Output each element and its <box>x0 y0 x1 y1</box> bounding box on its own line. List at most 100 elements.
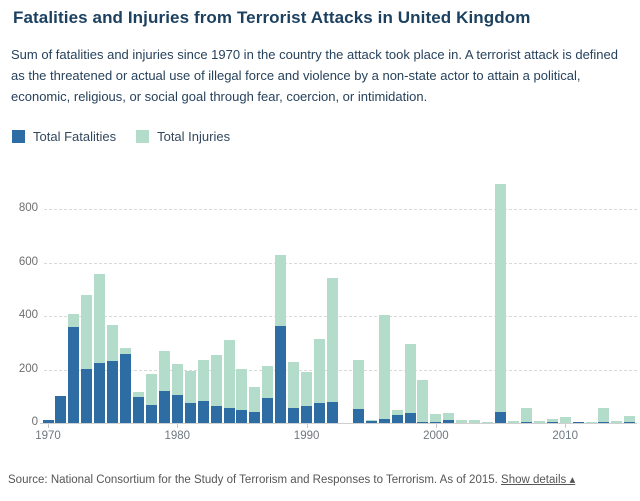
injuries-segment-1992 <box>326 278 338 402</box>
bar-2005[interactable] <box>495 184 507 423</box>
bar-1977[interactable] <box>133 392 144 423</box>
bar-2013[interactable] <box>598 408 610 423</box>
bar-2007[interactable] <box>520 408 532 423</box>
fatalities-segment-1989 <box>288 408 300 423</box>
bar-1995[interactable] <box>365 419 377 423</box>
bar-1998[interactable] <box>404 343 416 423</box>
injuries-segment-2008 <box>533 421 545 423</box>
injuries-segment-1980 <box>171 363 183 396</box>
x-tick-1980 <box>177 424 179 428</box>
injuries-segment-2004 <box>482 421 494 423</box>
y-axis-label-400: 400 <box>18 309 38 321</box>
legend-label-injuries: Total Injuries <box>157 129 231 144</box>
fatalities-segment-1979 <box>158 390 170 423</box>
bar-1979[interactable] <box>158 351 170 423</box>
bar-1974[interactable] <box>94 274 106 423</box>
x-axis-label-1970: 1970 <box>35 430 61 442</box>
bar-1994[interactable] <box>352 360 364 423</box>
bar-1985[interactable] <box>236 368 248 423</box>
bar-1999[interactable] <box>417 380 429 423</box>
fatalities-segment-1998 <box>404 412 416 423</box>
bar-1986[interactable] <box>249 387 261 423</box>
fatalities-segment-1983 <box>210 406 222 423</box>
bar-1976[interactable] <box>120 348 132 423</box>
bar-1990[interactable] <box>301 372 313 423</box>
x-axis-label-2000: 2000 <box>423 430 449 442</box>
fatalities-segment-1973 <box>81 369 93 423</box>
bar-2001[interactable] <box>443 413 455 423</box>
chart-legend: Total Fatalities Total Injuries <box>12 129 230 144</box>
show-details-link[interactable]: Show details ▴ <box>501 474 576 486</box>
bar-1972[interactable] <box>68 313 80 423</box>
injuries-segment-2001 <box>443 413 455 420</box>
bar-1988[interactable] <box>275 254 287 423</box>
bar-1982[interactable] <box>197 359 209 423</box>
bar-2008[interactable] <box>533 421 545 423</box>
injuries-segment-1990 <box>301 372 313 406</box>
bar-1978[interactable] <box>145 373 157 423</box>
x-tick-2010 <box>565 424 567 428</box>
injuries-segment-1982 <box>197 359 209 401</box>
injuries-segment-1995 <box>365 419 377 421</box>
legend-item-fatalities[interactable]: Total Fatalities <box>12 129 116 144</box>
x-tick-1970 <box>48 424 49 428</box>
bar-2002[interactable] <box>456 420 468 423</box>
injuries-segment-1983 <box>210 354 222 407</box>
chart-footer: Source: National Consortium for the Stud… <box>8 472 636 488</box>
fatalities-segment-1994 <box>352 409 364 423</box>
bar-1991[interactable] <box>314 338 326 423</box>
source-text: Source: National Consortium for the Stud… <box>8 474 498 486</box>
injuries-segment-1991 <box>314 338 326 404</box>
injuries-segment-1994 <box>352 360 364 410</box>
injuries-segment-1975 <box>107 325 119 362</box>
bar-1970[interactable] <box>42 419 54 423</box>
fatalities-segment-1975 <box>107 361 119 423</box>
fatalities-segment-1991 <box>314 403 326 423</box>
bar-1983[interactable] <box>210 354 222 423</box>
bar-2000[interactable] <box>430 413 442 423</box>
bar-1984[interactable] <box>223 340 235 423</box>
fatalities-segment-1992 <box>326 401 338 423</box>
fatalities-segment-1978 <box>145 405 157 423</box>
bar-1980[interactable] <box>171 363 183 423</box>
bar-2012[interactable] <box>585 421 597 423</box>
gridline-800 <box>44 209 637 210</box>
fatalities-segment-2009 <box>546 422 558 423</box>
injuries-segment-1972 <box>68 313 80 327</box>
bar-2014[interactable] <box>611 420 623 423</box>
injuries-segment-1986 <box>249 387 261 412</box>
injuries-segment-1973 <box>81 294 93 370</box>
gridline-400 <box>44 316 637 317</box>
bar-2003[interactable] <box>469 420 481 423</box>
injuries-segment-2015 <box>624 416 636 423</box>
chart-subtitle: Sum of fatalities and injuries since 197… <box>11 47 619 104</box>
fatalities-segment-2015 <box>624 422 636 423</box>
injuries-segment-1996 <box>378 315 390 419</box>
bar-1997[interactable] <box>391 409 403 423</box>
bar-2011[interactable] <box>572 421 584 423</box>
bar-1996[interactable] <box>378 315 390 423</box>
bar-1981[interactable] <box>184 371 196 423</box>
fatalities-segment-1977 <box>133 397 144 423</box>
injuries-segment-2005 <box>495 184 507 412</box>
legend-item-injuries[interactable]: Total Injuries <box>136 129 230 144</box>
page-title: Fatalities and Injuries from Terrorist A… <box>13 8 531 27</box>
bar-1971[interactable] <box>55 396 67 423</box>
bar-1975[interactable] <box>107 325 119 423</box>
legend-label-fatalities: Total Fatalities <box>33 129 117 144</box>
y-axis-label-600: 600 <box>18 255 38 268</box>
injuries-segment-2007 <box>520 408 532 423</box>
bar-1987[interactable] <box>262 366 274 423</box>
bar-2015[interactable] <box>624 416 636 423</box>
bar-2004[interactable] <box>482 421 494 423</box>
x-axis-line <box>40 423 637 424</box>
fatalities-segment-2000 <box>430 421 442 423</box>
bar-1989[interactable] <box>288 362 300 423</box>
bar-2010[interactable] <box>559 417 571 423</box>
fatalities-segment-2001 <box>443 419 455 423</box>
bar-1992[interactable] <box>326 278 338 423</box>
bar-2009[interactable] <box>546 419 558 423</box>
bar-2006[interactable] <box>507 421 519 423</box>
bar-1973[interactable] <box>81 294 93 423</box>
injuries-segment-2010 <box>559 417 571 423</box>
